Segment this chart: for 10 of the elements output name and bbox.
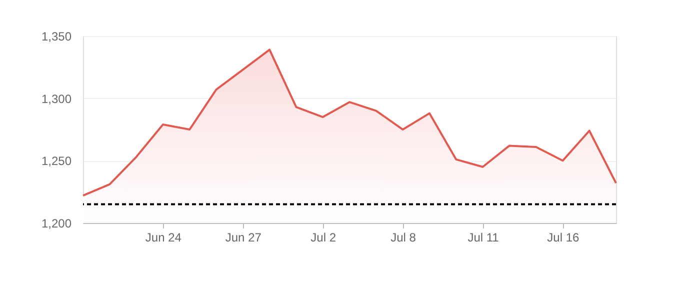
- x-tick-label: Jul 8: [390, 230, 416, 244]
- x-tick-label: Jul 2: [310, 230, 336, 244]
- x-tick-label: Jul 16: [547, 230, 580, 244]
- y-tick-label: 1,350: [41, 30, 72, 44]
- y-tick-label: 1,200: [41, 216, 72, 230]
- x-tick-label: Jun 27: [225, 230, 262, 244]
- x-tick-label: Jun 24: [145, 230, 182, 244]
- y-tick-label: 1,300: [41, 92, 72, 106]
- y-tick-label: 1,250: [41, 154, 72, 168]
- x-tick-label: Jul 11: [468, 230, 500, 244]
